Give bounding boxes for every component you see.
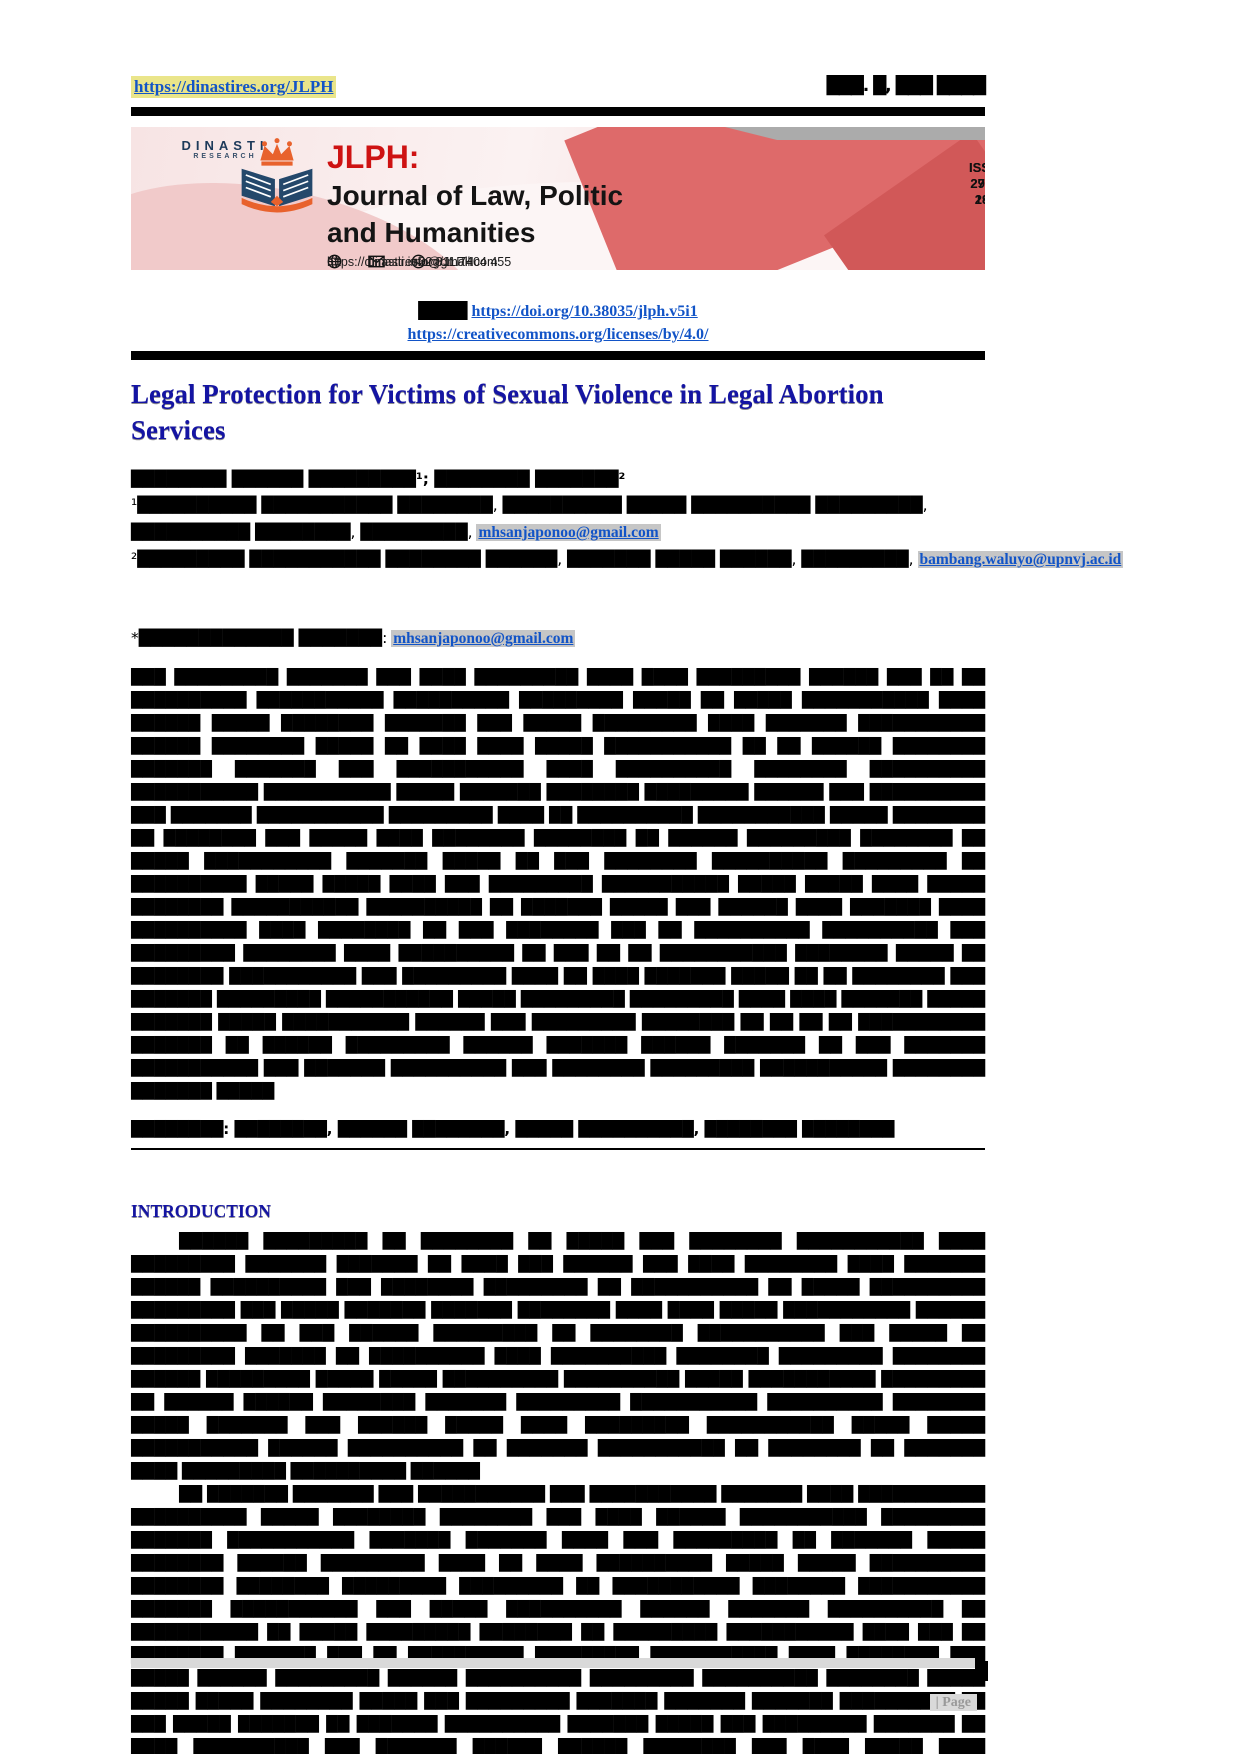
journal-site-link[interactable]: https://dinastires.org/JLPH <box>131 76 337 98</box>
affiliation-line-1: ¹██████████ ███████████ ████████, ██████… <box>131 492 985 519</box>
journal-acronym: JLPH: <box>327 139 420 175</box>
doi-link[interactable]: https://doi.org/10.38035/jlph.v5i1 <box>471 303 698 320</box>
doi-block: ████ https://doi.org/10.38035/jlph.v5i1 … <box>131 299 985 346</box>
license-link[interactable]: https://creativecommons.org/licenses/by/… <box>407 326 709 343</box>
affiliation-line-2: ²█████████ ███████████ ████████ ██████, … <box>131 546 1124 573</box>
page-number: ████ <box>883 1694 927 1710</box>
dinasti-logo-icon <box>241 138 313 213</box>
article-title: Legal Protection for Victims of Sexual V… <box>131 376 985 448</box>
dinasti-logo: DINASTI RESEARCH <box>157 137 313 213</box>
keywords-line: ████████: ████████, ██████ ████████, ███… <box>131 1120 985 1150</box>
phone-icon <box>411 254 426 269</box>
logo-subtitle: RESEARCH <box>193 153 257 160</box>
authors-block: ████████ ██████ █████████¹; ████████ ███… <box>131 466 1124 573</box>
divider-under-doi <box>131 351 985 360</box>
authors-line: ████████ ██████ █████████¹; ████████ ███… <box>131 470 626 488</box>
globe-icon <box>327 254 342 269</box>
journal-title-line2: and Humanities <box>327 217 536 248</box>
banner-gray-sliver <box>725 127 985 140</box>
intro-paragraph-1: ██████ █████████ ██ ████████ ██ █████ ██… <box>131 1232 985 1480</box>
email-item[interactable]: dinasti.info@gmail.com <box>368 255 497 269</box>
doi-prefix: ████ <box>418 301 468 320</box>
corresponding-author-line: *█████████████ ███████: mhsanjaponoo@gma… <box>131 629 985 648</box>
pissn-label: P-ISSN: 2747-1985 <box>969 160 985 207</box>
affiliation-line-1b: ██████████ ████████, █████████, mhsanjap… <box>131 519 985 546</box>
author-email-2-link[interactable]: bambang.waluyo@upnvj.ac.id <box>917 551 1124 568</box>
affiliation-2-text: ²█████████ ███████████ ████████ ██████, … <box>131 550 914 568</box>
article-title-line1: Legal Protection for Victims of Sexual V… <box>131 379 884 409</box>
section-heading-introduction: INTRODUCTION <box>131 1201 272 1221</box>
affiliation-1b-text: ██████████ ████████, █████████, <box>131 523 473 541</box>
footer-bar-end-mark <box>975 1661 988 1681</box>
phone-item[interactable]: +62 811 7404 455 <box>411 254 511 269</box>
page-footer: ████ | Page <box>131 1694 985 1711</box>
abstract-paragraph: ███ █████████ ███████ ███ ████ █████████… <box>131 668 985 1100</box>
logo-title: DINASTI <box>181 138 269 153</box>
eissn-label: E-ISSN: 2962-2816 <box>969 160 985 207</box>
website-item[interactable]: https://dinastires.org/JLPH <box>327 254 474 269</box>
volume-issue-label: ███. █, ███ ████ <box>826 76 986 96</box>
divider-top <box>131 107 985 116</box>
introduction-body: ██████ █████████ ██ ████████ ██ █████ ██… <box>131 1230 985 1754</box>
corresponding-label: *█████████████ ███████: <box>131 629 388 647</box>
email-label: dinasti.info@gmail.com <box>368 254 498 269</box>
article-title-line2: Services <box>131 415 226 445</box>
banner-contact-row: https://dinastires.org/JLPH dinasti.info… <box>327 254 511 269</box>
journal-title-line1: Journal of Law, Politic <box>327 180 624 211</box>
footer-bar <box>131 1658 975 1668</box>
mail-icon <box>368 255 385 268</box>
journal-banner: DINASTI RESEARCH JLPH: Journal of Law, P… <box>131 127 985 270</box>
website-label: https://dinastires.org/JLPH <box>327 254 474 269</box>
page-header: https://dinastires.org/JLPH ███. █, ███ … <box>131 76 986 98</box>
intro-paragraph-2: ██ ███████ ███████ ███ ███████████ ███ █… <box>131 1485 985 1754</box>
author-email-1-link[interactable]: mhsanjaponoo@gmail.com <box>476 524 661 541</box>
page-suffix: | Page <box>929 1694 977 1711</box>
phone-label: +62 811 7404 455 <box>411 254 512 269</box>
keywords-text: ████████: ████████, ██████ ████████, ███… <box>131 1120 895 1138</box>
corresponding-email-link[interactable]: mhsanjaponoo@gmail.com <box>391 630 576 647</box>
affiliation-1-text: ¹██████████ ███████████ ████████, ██████… <box>131 496 928 514</box>
